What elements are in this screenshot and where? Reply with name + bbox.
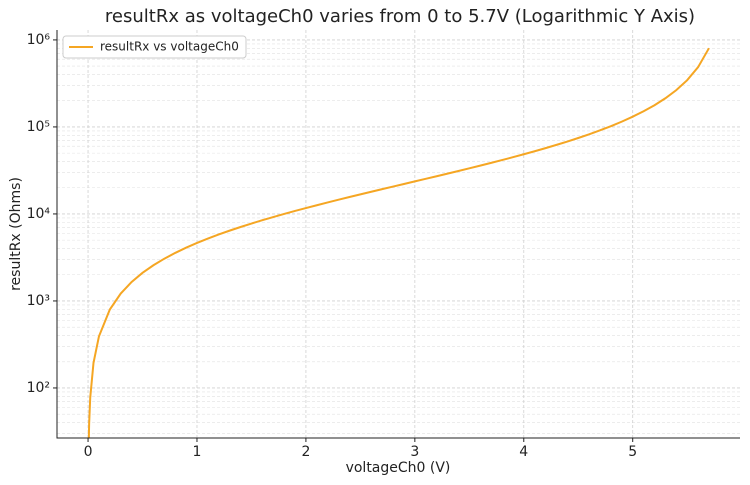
y-tick-label: 10² (27, 380, 50, 396)
y-tick-label: 10⁵ (27, 119, 50, 135)
chart-title: resultRx as voltageCh0 varies from 0 to … (105, 6, 695, 27)
x-tick-label: 1 (193, 444, 202, 460)
axis-frame (56, 30, 740, 439)
x-axis-label: voltageCh0 (V) (346, 460, 451, 476)
x-tick-label: 0 (84, 444, 93, 460)
y-tick-label: 10³ (27, 293, 50, 309)
y-tick-label: 10⁶ (27, 32, 51, 48)
x-tick-label: 2 (301, 444, 310, 460)
y-axis-label: resultRx (Ohms) (8, 177, 24, 291)
legend-box (62, 35, 247, 59)
y-tick-label: 10⁴ (27, 206, 51, 222)
legend-label: resultRx vs voltageCh0 (100, 40, 239, 54)
x-tick-label: 5 (628, 444, 637, 460)
x-tick-label: 3 (410, 444, 419, 460)
data-line (87, 47, 710, 438)
plot-area (57, 30, 740, 438)
x-tick-label: 4 (519, 444, 528, 460)
